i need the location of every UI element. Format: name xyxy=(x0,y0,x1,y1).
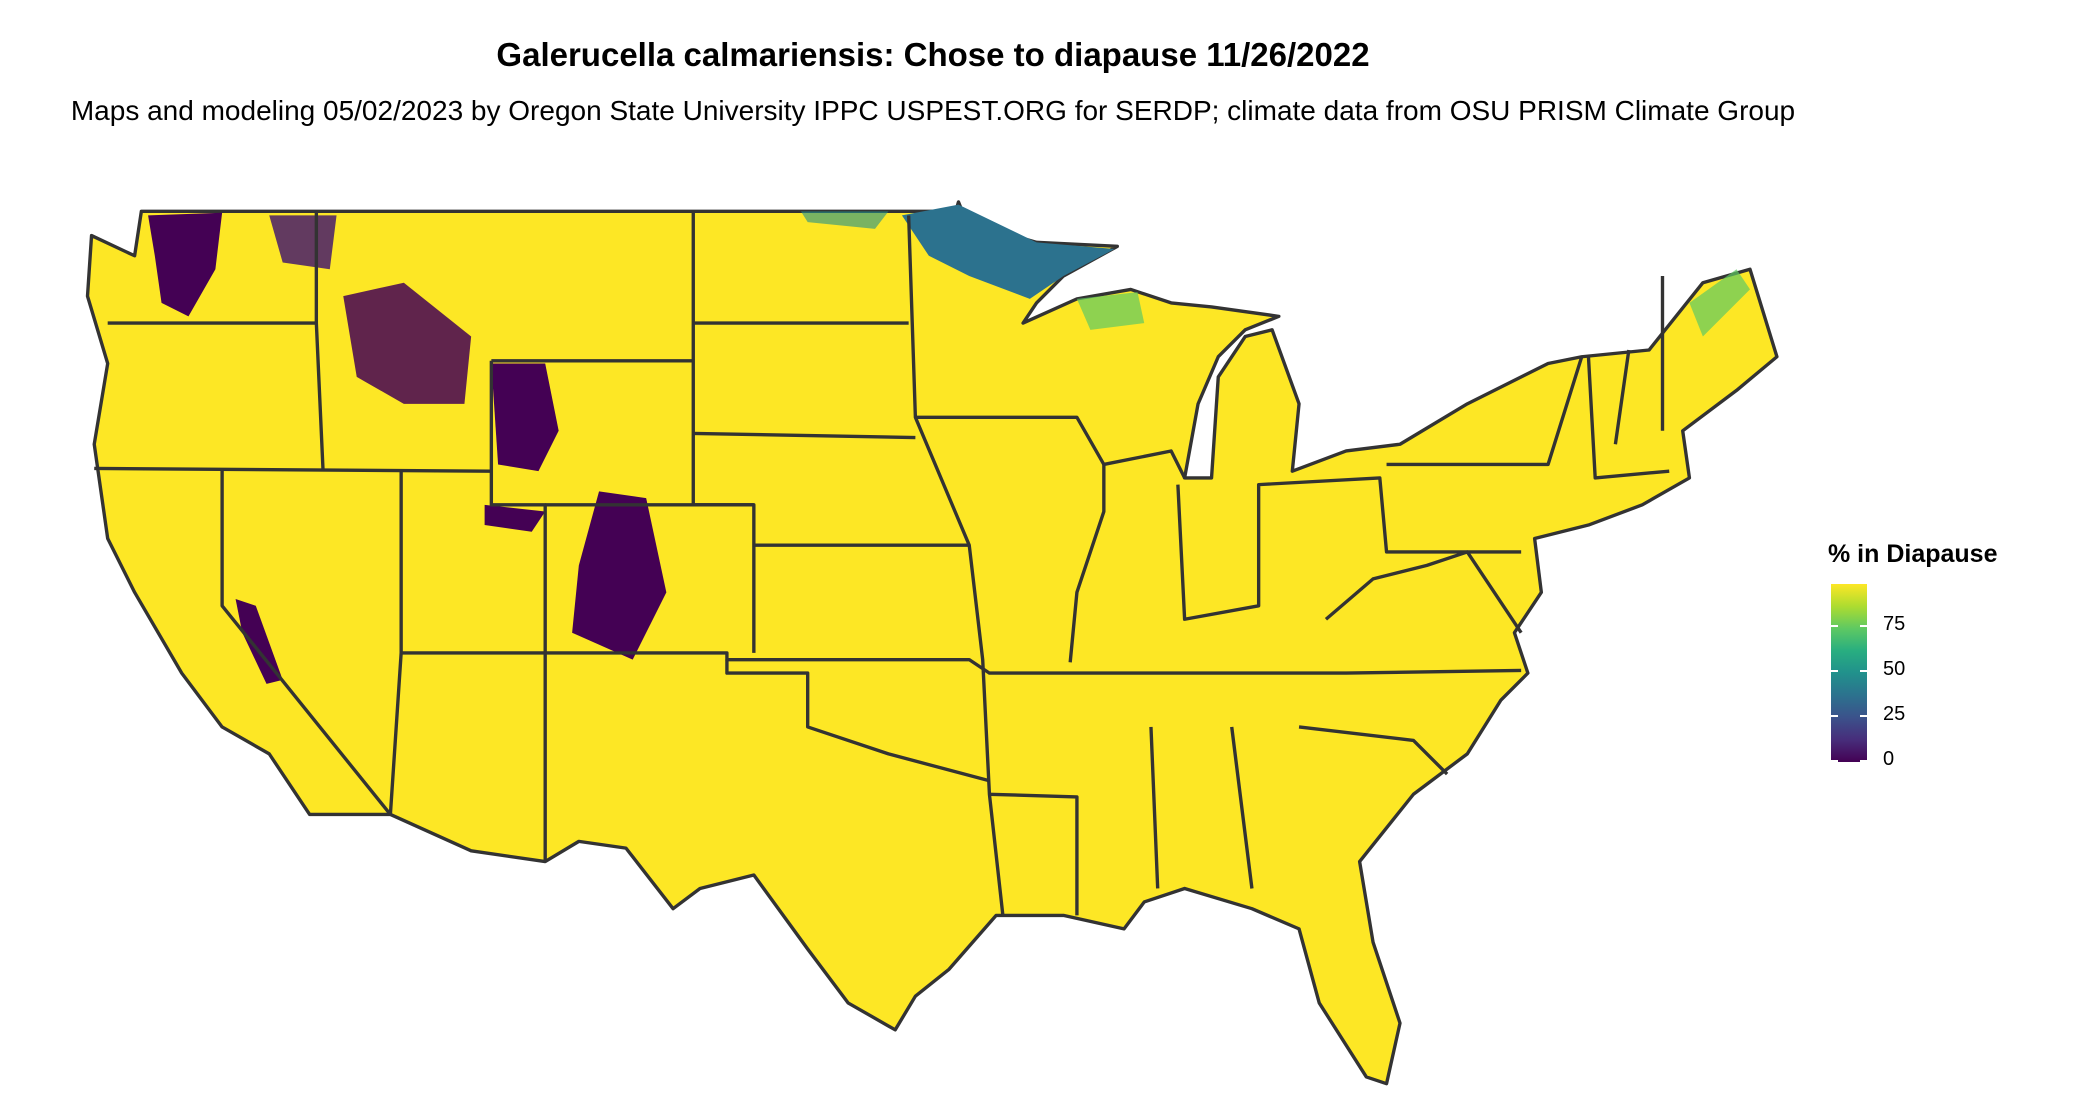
legend-label-75: 75 xyxy=(1883,613,1906,635)
legend-tick-50 xyxy=(1831,670,1867,672)
cascades-patch xyxy=(148,212,223,317)
state-borders xyxy=(94,211,1670,916)
legend-tick-75 xyxy=(1831,625,1867,627)
map-subtitle: Maps and modeling 05/02/2023 by Oregon S… xyxy=(70,95,1796,126)
lake-superior-shore-patch xyxy=(1076,292,1145,330)
minnesota-north-patch xyxy=(901,204,1115,299)
legend-colorbar: 0 25 50 75 xyxy=(1831,584,1905,770)
legend-label-50: 50 xyxy=(1883,658,1906,680)
colorado-patch xyxy=(572,491,667,660)
map-title: Galerucella calmariensis: Chose to diapa… xyxy=(496,36,1370,73)
legend-tick-25 xyxy=(1831,715,1867,717)
maine-patch xyxy=(1689,269,1750,337)
wyoming-patch xyxy=(491,363,559,472)
montana-north-patch xyxy=(269,215,337,270)
north-cascades-green xyxy=(800,211,889,229)
legend-label-25: 25 xyxy=(1883,703,1906,725)
idaho-montana-patch xyxy=(343,282,472,404)
us-outline xyxy=(85,200,1779,1086)
utah-patch xyxy=(484,504,546,532)
legend-label-0: 0 xyxy=(1883,748,1895,770)
low-diapause-areas xyxy=(148,204,1750,684)
legend-tick-0 xyxy=(1831,760,1867,762)
sierra-patch xyxy=(235,599,283,684)
legend-title: % in Diapause xyxy=(1828,540,1998,568)
color-legend: % in Diapause 0 25 50 75 xyxy=(1828,540,1998,770)
